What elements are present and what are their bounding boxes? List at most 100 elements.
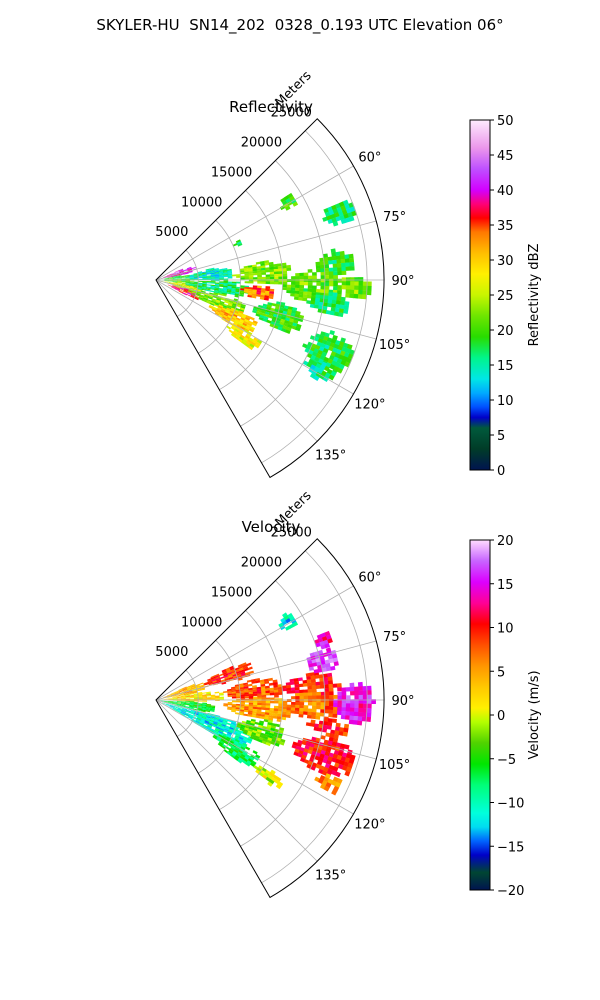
azimuth-tick-label: 90° — [391, 274, 414, 289]
range-tick-label: 25000 — [271, 106, 312, 121]
velocity-colorbar: −20 −15 −10 −5 0 5 10 15 20 Velocity (m/s) — [469, 534, 542, 899]
echo-region-18 — [314, 630, 333, 650]
panel-title: Velocity — [242, 518, 301, 536]
azimuth-spoke — [155, 699, 377, 760]
range-tick-label: 15000 — [211, 165, 252, 180]
azimuth-spoke — [155, 220, 377, 281]
range-tick-label: 15000 — [211, 585, 252, 600]
echo-region-5 — [203, 662, 255, 686]
echo-region-11 — [239, 285, 275, 301]
azimuth-spoke — [155, 279, 377, 340]
echo-region-13 — [305, 717, 350, 739]
echo-region-19 — [279, 192, 299, 211]
azimuth-tick-label: 135° — [315, 869, 346, 884]
colorbar-tick-label: 10 — [497, 394, 514, 409]
range-ring — [219, 610, 284, 811]
echo-region-2 — [160, 700, 216, 713]
colorbar-label: Reflectivity dBZ — [527, 244, 542, 347]
figure-title: SKYLER-HU SN14_202 0328_0.193 UTC Elevat… — [96, 16, 504, 34]
range-tick-label: 5000 — [155, 645, 188, 660]
colorbar-tick-label: 5 — [497, 665, 505, 680]
echo-region-13 — [315, 248, 355, 276]
range-ring — [219, 190, 284, 391]
range-tick-label: 10000 — [181, 195, 222, 210]
echo-region-9 — [281, 671, 342, 697]
echo-region-14 — [291, 735, 356, 778]
colorbar-tick-label: 20 — [497, 534, 514, 549]
colorbar-tick-label: −5 — [497, 753, 516, 768]
reflectivity-panel: Reflectivity500010000150002000025000Mete… — [155, 68, 415, 479]
echo-field — [159, 192, 372, 382]
echo-region-12 — [306, 647, 339, 674]
range-tick-label: 5000 — [155, 225, 188, 240]
velocity-panel: Velocity500010000150002000025000Meters60… — [155, 488, 415, 899]
colorbar-label: Velocity (m/s) — [527, 670, 542, 759]
colorbar-tick-label: 40 — [497, 184, 514, 199]
range-tick-label: 20000 — [241, 556, 282, 571]
colorbar-tick-label: 0 — [497, 464, 505, 479]
colorbar-gradient — [469, 539, 491, 891]
echo-region-1 — [160, 691, 224, 702]
echo-region-6 — [185, 280, 250, 298]
echo-region-15 — [314, 773, 343, 796]
polar-grid — [155, 550, 384, 884]
echo-region-14 — [337, 277, 372, 300]
colorbar-tick-label: 15 — [497, 359, 514, 374]
echo-region-8 — [236, 718, 286, 747]
polar-grid — [155, 130, 384, 464]
colorbar-tick-label: 50 — [497, 114, 514, 129]
azimuth-tick-label: 60° — [358, 151, 381, 166]
reflectivity-colorbar: 0 5 10 15 20 25 30 35 40 45 50 Reflectivity dBZ — [469, 114, 542, 479]
colorbar-tick-label: −15 — [497, 840, 524, 855]
azimuth-spoke — [155, 585, 354, 701]
azimuth-spoke — [155, 640, 377, 701]
colorbar-tick-label: 20 — [497, 324, 514, 339]
range-ring — [176, 249, 199, 317]
echo-region-9 — [226, 324, 263, 351]
range-tick-label: 25000 — [271, 526, 312, 541]
azimuth-tick-label: 60° — [358, 571, 381, 586]
range-ring — [176, 669, 199, 737]
echo-region-1 — [164, 274, 190, 280]
range-ring — [198, 220, 241, 354]
azimuth-tick-label: 75° — [383, 210, 406, 225]
colorbar-tick-label: 10 — [497, 622, 514, 637]
echo-region-10 — [231, 260, 292, 285]
azimuth-spoke — [155, 279, 318, 442]
echo-region-6 — [223, 677, 283, 701]
azimuth-tick-label: 105° — [379, 758, 410, 773]
echo-region-21 — [232, 239, 243, 247]
range-tick-label: 20000 — [241, 136, 282, 151]
colorbar-tick-label: −10 — [497, 797, 524, 812]
colorbar-tick-label: 0 — [497, 709, 505, 724]
azimuth-tick-label: 120° — [354, 398, 385, 413]
azimuth-spoke — [155, 165, 354, 281]
range-tick-label: 10000 — [181, 615, 222, 630]
azimuth-tick-label: 90° — [391, 694, 414, 709]
azimuth-tick-label: 75° — [383, 630, 406, 645]
colorbar-tick-label: 15 — [497, 578, 514, 593]
colorbar-tick-label: 45 — [497, 149, 514, 164]
azimuth-spoke — [155, 279, 354, 395]
range-ring — [261, 130, 368, 464]
echo-region-16 — [253, 765, 284, 790]
colorbar-tick-label: 5 — [497, 429, 505, 444]
azimuth-tick-label: 105° — [379, 338, 410, 353]
colorbar-tick-label: 30 — [497, 254, 514, 269]
azimuth-tick-label: 120° — [354, 818, 385, 833]
colorbar-tick-label: 25 — [497, 289, 514, 304]
azimuth-spoke — [155, 699, 354, 815]
panel-title: Reflectivity — [229, 98, 313, 116]
echo-region-4 — [167, 284, 201, 301]
range-ring — [261, 550, 368, 884]
echo-region-5 — [185, 267, 233, 281]
azimuth-spoke — [155, 699, 318, 862]
echo-region-17 — [278, 612, 299, 631]
sector-outline — [155, 538, 385, 899]
colorbar-gradient — [469, 119, 491, 471]
echo-region-15 — [306, 292, 350, 318]
range-ring — [198, 640, 241, 774]
colorbar-tick-label: −20 — [497, 884, 524, 899]
colorbar-tick-label: 35 — [497, 219, 514, 234]
